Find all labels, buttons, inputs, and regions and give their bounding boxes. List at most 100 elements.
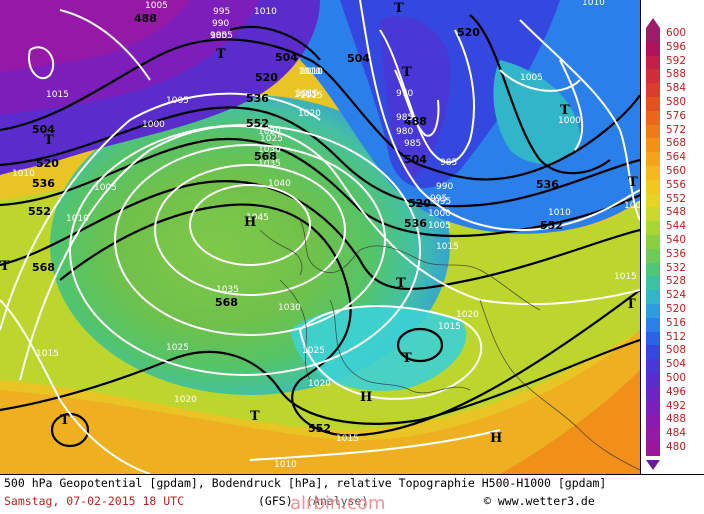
- pressure-label: 1010: [66, 214, 89, 224]
- pressure-label: 1010: [300, 67, 323, 77]
- pressure-label: 1020: [258, 127, 281, 137]
- legend-level: 488: [666, 413, 687, 426]
- pressure-label: 1010: [298, 67, 321, 77]
- pressure-label: 1005: [94, 183, 117, 193]
- pressure-label: 1010: [254, 7, 277, 17]
- map-footer: 500 hPa Geopotential [gpdam], Bodendruck…: [0, 474, 704, 514]
- pressure-label: 985: [440, 158, 457, 168]
- pressure-label: 1040: [268, 179, 291, 189]
- high-center: H: [360, 390, 372, 405]
- pressure-label: 1010: [582, 0, 605, 8]
- legend-swatch: [646, 221, 660, 236]
- pressure-label: 995: [434, 197, 451, 207]
- high-center: H: [490, 431, 502, 446]
- pressure-label: 1015: [436, 242, 459, 252]
- pressure-label: 1010: [300, 67, 323, 77]
- pressure-label: 1035: [216, 285, 239, 295]
- legend-level: 480: [666, 441, 687, 453]
- geo-label: 536: [246, 92, 269, 105]
- legend-level: 524: [666, 289, 687, 302]
- low-center: T: [402, 65, 412, 80]
- legend-level: 572: [666, 123, 687, 136]
- pressure-label: 1030: [278, 303, 301, 313]
- pressure-label: 1020: [308, 379, 331, 389]
- low-center: T: [628, 175, 638, 190]
- high-center: H: [244, 215, 256, 230]
- geo-label: 520: [457, 26, 480, 39]
- pressure-label: 985: [210, 31, 227, 41]
- legend-swatch: [646, 97, 660, 112]
- geo-label: 520: [36, 157, 59, 170]
- east-ridge-fill: [493, 60, 580, 164]
- model-label: (GFS): [258, 494, 293, 508]
- pressure-label: 1000: [142, 120, 165, 130]
- geo-label: 536: [536, 178, 559, 191]
- legend-level: 584: [666, 82, 687, 95]
- legend-swatch: [646, 276, 660, 291]
- legend-swatch: [646, 317, 660, 333]
- pressure-label: 1015: [614, 272, 637, 282]
- pressure-label: 985: [404, 139, 421, 149]
- geo-label: 568: [215, 296, 238, 309]
- pressure-label: 970: [396, 89, 413, 99]
- low-center: T: [216, 47, 226, 62]
- geo-label: 520: [255, 71, 278, 84]
- legend-level: 512: [666, 330, 687, 343]
- geo-label: 536: [32, 177, 55, 190]
- analysis-label: (Analyse): [306, 494, 369, 508]
- legend-swatch: [646, 41, 660, 57]
- pressure-label: 1020: [456, 310, 479, 320]
- pressure-label: 985: [396, 113, 413, 123]
- legend-swatch: [646, 290, 660, 305]
- pressure-label: 1045: [246, 213, 269, 223]
- pressure-label: 980: [396, 127, 413, 137]
- legend-swatch: [646, 414, 660, 429]
- legend-level: 492: [666, 399, 687, 412]
- south-east-fill: [500, 370, 640, 474]
- legend-swatch: [646, 83, 660, 98]
- geo-label: 504: [275, 51, 298, 64]
- geopotential-contours: [0, 14, 640, 448]
- legend-swatch: [646, 69, 660, 84]
- legend-swatch: [646, 373, 660, 388]
- pressure-label: 1025: [260, 134, 283, 144]
- legend-level: 536: [666, 247, 687, 260]
- pressure-label: 1015: [300, 91, 323, 101]
- low-center: T: [402, 351, 412, 366]
- geo-label: 504: [347, 52, 370, 65]
- legend-level: 580: [666, 96, 687, 108]
- legend-top-arrow: [646, 18, 660, 28]
- legend-level: 596: [666, 40, 687, 53]
- legend-level: 508: [666, 344, 687, 357]
- cyan-trough-fill: [290, 306, 467, 391]
- pressure-centers: T T T T T T T T H H H T T T T: [0, 1, 638, 446]
- legend-swatch: [646, 304, 660, 319]
- pressure-label: 1025: [302, 346, 325, 356]
- low-center: T: [394, 1, 404, 16]
- trough-core-fill: [380, 16, 451, 180]
- map-description: 500 hPa Geopotential [gpdam], Bodendruck…: [4, 476, 607, 490]
- legend-level: 588: [666, 68, 687, 81]
- geo-label: 552: [540, 219, 563, 232]
- map-canvas: 488 504 504 504 520 520 520 536 536 536 …: [0, 0, 640, 474]
- legend-swatch: [646, 359, 660, 374]
- legend-swatch: [646, 235, 660, 250]
- legend-level: 484: [666, 427, 687, 440]
- pressure-label: 1020: [174, 395, 197, 405]
- legend-swatch: [646, 442, 660, 457]
- geo-label: 568: [32, 261, 55, 274]
- legend-swatch: [646, 400, 660, 415]
- legend-level: 568: [666, 137, 687, 150]
- pressure-label: 995: [430, 194, 447, 204]
- legend-level: 520: [666, 303, 687, 315]
- legend-swatch: [646, 193, 660, 208]
- geo-label: 520: [408, 197, 431, 210]
- geo-label: 552: [28, 205, 51, 218]
- map-date: Samstag, 07-02-2015 18 UTC: [4, 494, 185, 508]
- pressure-label: 1010: [274, 460, 297, 470]
- south-warm-fill: [0, 330, 640, 474]
- legend-level: 544: [666, 220, 687, 233]
- credit-link[interactable]: © www.wetter3.de: [484, 494, 595, 508]
- legend-level: 576: [666, 109, 687, 122]
- legend-swatch: [646, 166, 660, 181]
